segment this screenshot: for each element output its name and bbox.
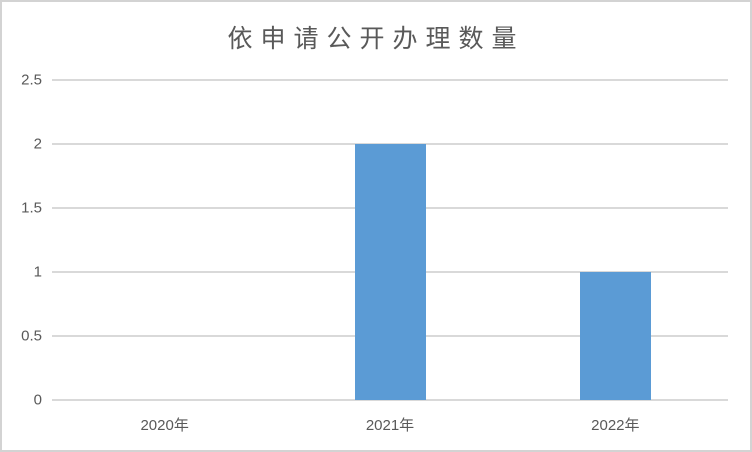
y-axis-tick-label: 2 bbox=[33, 135, 42, 153]
y-axis-tick-label: 1 bbox=[33, 263, 42, 281]
chart-title: 依申请公开办理数量 bbox=[227, 26, 525, 53]
y-axis-tick-label: 1.5 bbox=[21, 199, 42, 217]
gridline bbox=[52, 79, 728, 81]
bar-2021年 bbox=[354, 144, 426, 400]
y-axis-tick-label: 2.5 bbox=[21, 71, 42, 89]
bar-2022年 bbox=[579, 272, 651, 400]
x-axis-line bbox=[52, 399, 728, 401]
y-axis-tick-label: 0 bbox=[33, 391, 42, 409]
x-axis-tick-label: 2022年 bbox=[591, 417, 640, 434]
y-axis-tick-label: 0.5 bbox=[21, 327, 42, 345]
x-axis-tick-label: 2020年 bbox=[140, 417, 189, 434]
x-axis-tick-label: 2021年 bbox=[365, 417, 415, 434]
